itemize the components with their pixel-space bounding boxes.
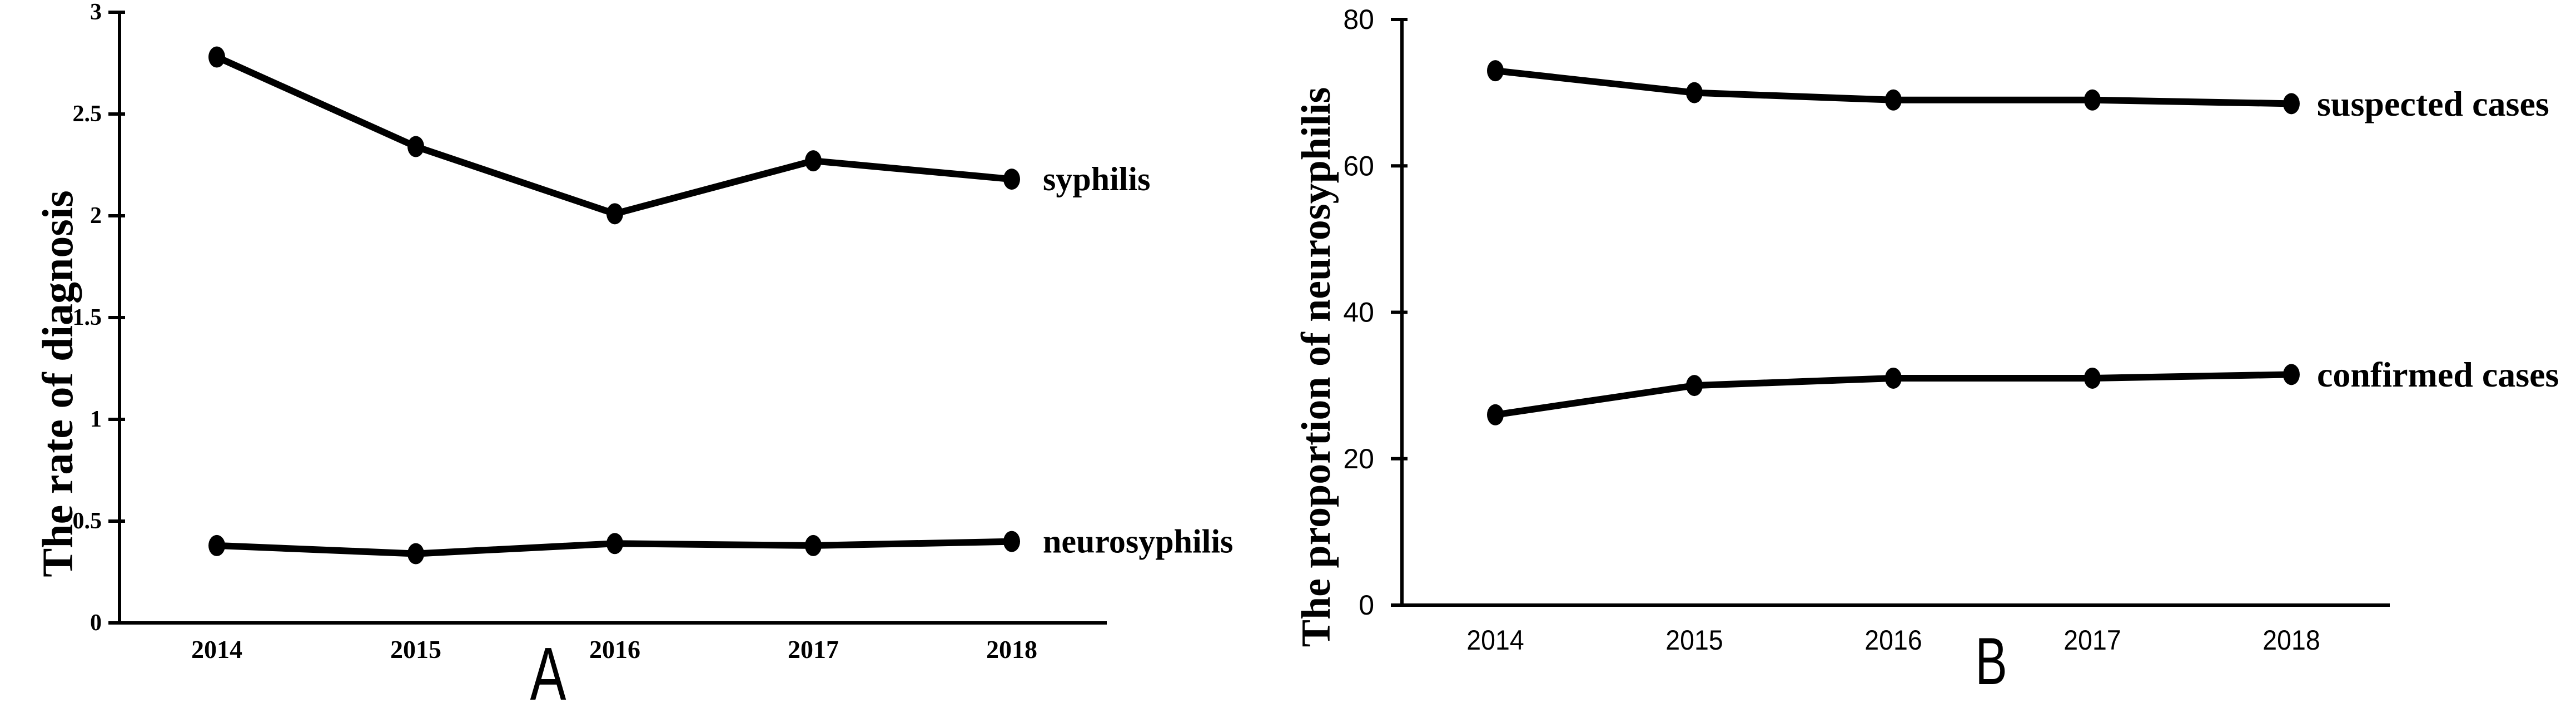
data-point-neurosyphilis-2014 (208, 534, 225, 556)
data-point-suspected-cases-2017 (2084, 89, 2101, 111)
data-point-suspected-cases-2015 (1686, 82, 1703, 103)
y-tick-label: 0.5 (73, 508, 102, 534)
series-end-label-neurosyphilis: neurosyphilis (1043, 523, 1233, 560)
series-end-label-confirmed-cases: confirmed cases (2317, 355, 2559, 394)
x-tick-label: 2017 (2063, 625, 2121, 656)
series-line-syphilis (213, 53, 1015, 217)
y-tick-label: 1 (90, 407, 102, 432)
y-tick-label: 60 (1343, 150, 1374, 181)
data-point-neurosyphilis-2015 (407, 543, 424, 565)
data-point-syphilis-2015 (407, 136, 424, 157)
x-tick-label: 2014 (191, 635, 242, 664)
y-axis-title: The rate of diagnosis (33, 190, 82, 577)
data-point-syphilis-2018 (1003, 169, 1020, 190)
data-point-syphilis-2017 (805, 150, 822, 172)
data-point-suspected-cases-2016 (1885, 89, 1902, 111)
y-tick-label: 2.5 (73, 101, 102, 127)
data-point-confirmed-cases-2017 (2084, 367, 2101, 389)
data-point-suspected-cases-2014 (1487, 60, 1504, 82)
y-tick-label: 1.5 (73, 305, 102, 330)
data-point-syphilis-2014 (208, 46, 225, 68)
panel-b: 0 20 40 60 80 2014 2015 2016 2017 2018 The proport… (1294, 4, 2559, 699)
panel-letter-b: B (1975, 624, 2007, 699)
y-tick-label: 40 (1343, 297, 1374, 328)
data-point-neurosyphilis-2016 (606, 533, 623, 555)
x-tick-label: 2016 (589, 635, 640, 664)
y-tick-label: 20 (1343, 443, 1374, 474)
y-tick-label: 0 (1359, 590, 1374, 621)
data-point-neurosyphilis-2017 (805, 534, 822, 556)
x-tick-label: 2016 (1864, 625, 1922, 656)
data-point-confirmed-cases-2014 (1487, 404, 1504, 425)
data-point-suspected-cases-2018 (2283, 93, 2300, 115)
x-tick-label: 2017 (788, 635, 839, 664)
data-point-confirmed-cases-2015 (1686, 375, 1703, 397)
panel-a: 0 0.5 1 1.5 2 2.5 3 2014 2015 2016 2017 2018 The rat… (33, 0, 1233, 703)
data-point-confirmed-cases-2016 (1885, 367, 1902, 389)
data-point-syphilis-2016 (606, 203, 623, 225)
series-end-label-syphilis: syphilis (1043, 161, 1150, 197)
x-tick-label: 2018 (2262, 625, 2320, 656)
data-point-confirmed-cases-2018 (2283, 364, 2300, 385)
x-tick-label: 2015 (1665, 625, 1723, 656)
x-tick-label: 2014 (1466, 625, 1524, 656)
data-point-neurosyphilis-2018 (1003, 531, 1020, 552)
x-tick-label: 2015 (390, 635, 441, 664)
panel-letter-a: A (530, 632, 566, 703)
y-axis-title: The proportion of neurosyphilis (1294, 87, 1339, 647)
y-tick-label: 3 (90, 0, 102, 25)
y-tick-label: 0 (90, 610, 102, 636)
y-tick-label: 80 (1343, 4, 1374, 35)
x-tick-label: 2018 (986, 635, 1037, 664)
series-end-label-suspected-cases: suspected cases (2317, 84, 2549, 123)
y-tick-label: 2 (90, 203, 102, 229)
